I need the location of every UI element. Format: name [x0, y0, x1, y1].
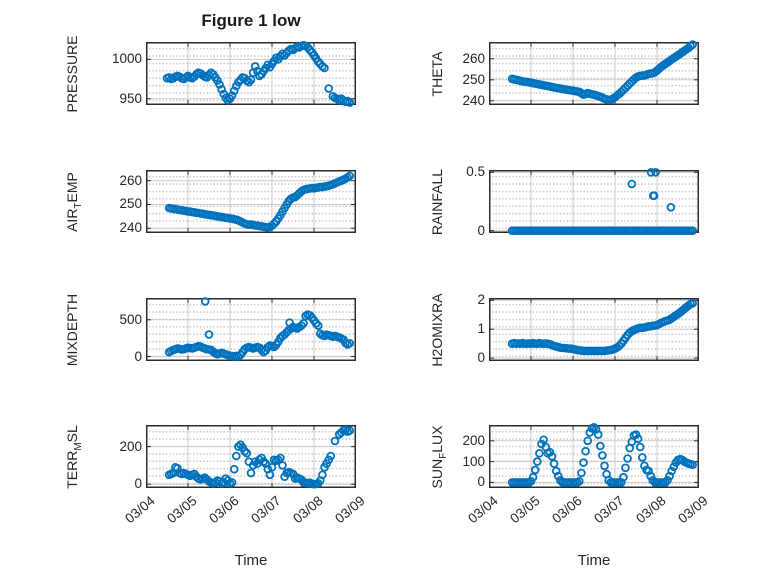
plot-area-theta — [489, 40, 699, 105]
y-tick-label-pressure: 950 — [119, 90, 142, 106]
subplot-pressure — [146, 40, 356, 107]
axis-box — [146, 42, 356, 105]
y-tick-label-theta: 260 — [462, 50, 485, 66]
y-tick-label-sun-flux: 100 — [462, 453, 485, 469]
y-tick-label-h2omixra: 2 — [477, 292, 485, 308]
scatter-series-pressure — [162, 40, 355, 107]
scatter-series-h2omixra — [507, 298, 698, 356]
y-tick-label-sun-flux: 0 — [477, 474, 485, 490]
y-axis-label-mixdepth: MIXDEPTH — [64, 293, 80, 366]
ylabel-subscript: F — [437, 452, 449, 459]
y-tick-label-sun-flux: 200 — [462, 432, 485, 448]
tick-marks — [146, 299, 356, 360]
y-tick-label-air-temp: 250 — [119, 196, 142, 212]
subplot-h2omixra — [489, 298, 699, 361]
y-axis-label-pressure: PRESSURE — [64, 34, 80, 113]
subplot-rainfall — [489, 167, 699, 235]
scatter-series-sun-flux — [507, 422, 698, 487]
tick-marks — [146, 171, 356, 232]
plot-area-pressure — [146, 40, 356, 107]
axis-box — [146, 298, 356, 361]
plot-area-air-temp — [146, 170, 356, 233]
subplot-theta — [489, 40, 699, 105]
scatter-series-air-temp — [164, 171, 355, 232]
subplot-terr-msl — [146, 425, 356, 489]
y-tick-label-h2omixra: 0 — [477, 350, 485, 366]
y-tick-label-h2omixra: 1 — [477, 321, 485, 337]
subplot-mixdepth — [146, 297, 356, 361]
y-tick-label-rainfall: 0 — [477, 222, 485, 238]
y-tick-label-theta: 250 — [462, 71, 485, 87]
axis-box — [489, 42, 699, 105]
y-axis-label-h2omixra: H2OMIXRA — [429, 292, 445, 367]
y-tick-label-rainfall: 0.5 — [466, 164, 485, 180]
y-tick-label-theta: 240 — [462, 92, 485, 108]
y-tick-label-mixdepth: 500 — [119, 311, 142, 327]
plot-area-h2omixra — [489, 298, 699, 361]
scatter-series-terr-msl — [164, 425, 355, 489]
scatter-series-mixdepth — [164, 297, 355, 361]
tick-marks — [489, 43, 699, 104]
scatter-series-rainfall — [507, 167, 698, 235]
major-grid — [489, 170, 699, 233]
ylabel-subscript: T — [72, 201, 84, 209]
ylabel-subscript: M — [72, 441, 84, 451]
x-axis-label-right: Time — [577, 552, 611, 569]
subplot-sun-flux — [489, 422, 699, 488]
axis-box — [489, 298, 699, 361]
tick-marks — [146, 426, 356, 487]
scatter-series-theta — [507, 40, 698, 105]
plot-area-sun-flux — [489, 422, 699, 488]
y-tick-label-terr-msl: 0 — [134, 476, 142, 492]
tick-marks — [489, 171, 699, 232]
plot-area-terr-msl — [146, 425, 356, 489]
y-axis-label-theta: THETA — [429, 51, 445, 96]
y-axis-label-air-temp: AIRTEMP — [64, 171, 84, 232]
figure-title: Figure 1 low — [201, 11, 301, 30]
axis-box — [489, 170, 699, 233]
y-axis-label-rainfall: RAINFALL — [429, 168, 445, 235]
x-axis-label-left: Time — [234, 552, 268, 569]
y-tick-label-air-temp: 260 — [119, 172, 142, 188]
y-axis-label-terr-msl: TERRMSL — [64, 424, 84, 489]
y-tick-label-terr-msl: 200 — [119, 438, 142, 454]
y-axis-label-sun-flux: SUNFLUX — [429, 425, 449, 488]
y-tick-label-air-temp: 240 — [119, 220, 142, 236]
plot-area-mixdepth — [146, 297, 356, 361]
subplot-air-temp — [146, 170, 356, 233]
axis-box — [146, 170, 356, 233]
plot-area-rainfall — [489, 167, 699, 235]
axis-box — [146, 425, 356, 488]
y-tick-label-mixdepth: 0 — [134, 348, 142, 364]
y-tick-label-pressure: 1000 — [111, 51, 142, 67]
